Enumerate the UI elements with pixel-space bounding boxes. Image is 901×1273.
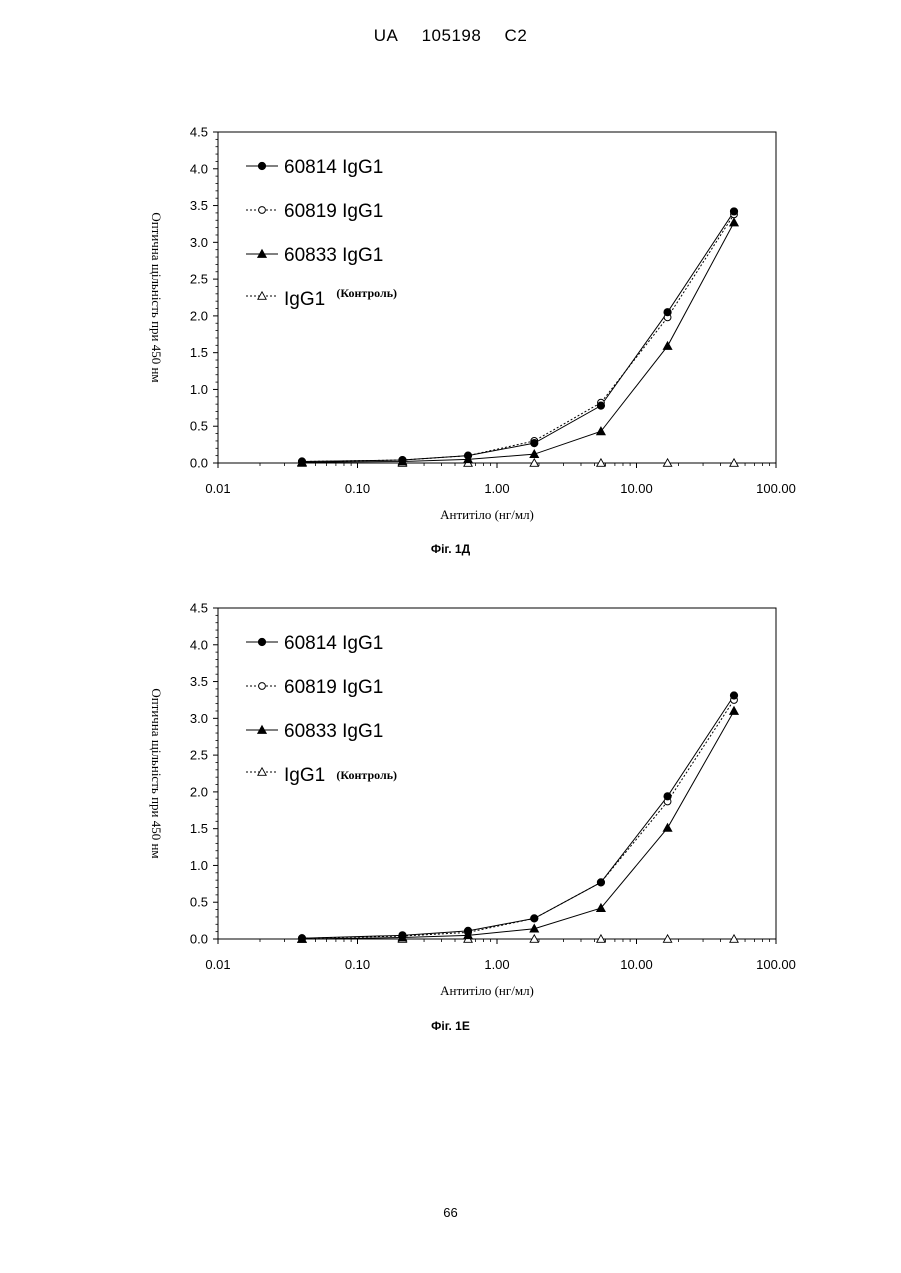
x-axis-title: Антитіло (нг/мл) [440, 507, 534, 522]
y-tick-label: 0.5 [190, 895, 208, 910]
data-point [730, 208, 737, 215]
data-point [597, 879, 604, 886]
data-point [664, 793, 671, 800]
y-tick-label: 0.0 [190, 932, 208, 947]
patent-number: 105198 [422, 26, 482, 46]
data-point [730, 218, 738, 226]
data-point [597, 402, 604, 409]
x-tick-label: 100.00 [756, 481, 796, 496]
legend-label: 60814 IgG1 [284, 157, 383, 178]
legend-label: 60819 IgG1 [284, 677, 383, 698]
x-tick-label: 0.01 [205, 481, 230, 496]
y-tick-label: 1.5 [190, 821, 208, 836]
page-number: 66 [0, 1205, 901, 1220]
series-line-60833-igg1 [302, 711, 734, 939]
y-tick-label: 2.5 [190, 748, 208, 763]
legend-label: 60833 IgG1 [284, 245, 383, 266]
patent-country: UA [374, 26, 399, 46]
legend-label: IgG1 [284, 289, 325, 310]
y-tick-label: 1.5 [190, 345, 208, 360]
y-tick-label: 3.5 [190, 674, 208, 689]
x-tick-label: 0.01 [205, 957, 230, 972]
x-tick-label: 0.10 [345, 957, 370, 972]
y-tick-label: 1.0 [190, 858, 208, 873]
y-tick-label: 0.0 [190, 456, 208, 471]
data-point [531, 440, 538, 447]
x-tick-label: 10.00 [620, 481, 653, 496]
x-tick-label: 0.10 [345, 481, 370, 496]
y-tick-label: 2.5 [190, 272, 208, 287]
legend-marker [259, 683, 266, 690]
data-point [530, 450, 538, 458]
y-tick-label: 4.0 [190, 637, 208, 652]
patent-header: UA 105198 C2 [0, 26, 901, 46]
y-tick-label: 3.0 [190, 711, 208, 726]
data-point [663, 342, 671, 350]
legend-note: (Контроль) [336, 286, 397, 300]
legend-label: 60833 IgG1 [284, 721, 383, 742]
legend-label: 60814 IgG1 [284, 633, 383, 654]
y-axis-title: Оптична щільність при 450 нм [149, 212, 164, 382]
y-axis-title: Оптична щільність при 450 нм [149, 688, 164, 858]
x-tick-label: 1.00 [484, 481, 509, 496]
data-point [730, 692, 737, 699]
y-tick-label: 4.5 [190, 601, 208, 616]
patent-kind: C2 [505, 26, 528, 46]
data-point [730, 707, 738, 715]
legend-marker [259, 207, 266, 214]
legend-label: IgG1 [284, 765, 325, 786]
chart-fig-1e: 0.0 0.5 1.0 1.5 2.0 2.5 3.0 3.5 4.0 4.5 0.01 0.10 1.… [0, 586, 901, 1066]
legend-marker [258, 162, 265, 169]
x-axis-title: Антитіло (нг/мл) [440, 983, 534, 998]
y-tick-label: 4.0 [190, 161, 208, 176]
legend-marker [258, 638, 265, 645]
y-tick-label: 2.0 [190, 308, 208, 323]
y-tick-label: 3.5 [190, 198, 208, 213]
legend-label: 60819 IgG1 [284, 201, 383, 222]
data-point [663, 824, 671, 832]
y-tick-label: 3.0 [190, 235, 208, 250]
data-point [664, 309, 671, 316]
figure-caption-1e: Фіг. 1Е [0, 1019, 901, 1033]
data-point [531, 915, 538, 922]
y-tick-label: 1.0 [190, 382, 208, 397]
figure-caption-1d: Фіг. 1Д [0, 542, 901, 556]
legend-note: (Контроль) [336, 768, 397, 782]
x-tick-label: 100.00 [756, 957, 796, 972]
x-tick-label: 1.00 [484, 957, 509, 972]
y-tick-label: 0.5 [190, 419, 208, 434]
y-tick-label: 2.0 [190, 784, 208, 799]
x-tick-label: 10.00 [620, 957, 653, 972]
y-tick-label: 4.5 [190, 125, 208, 140]
chart-fig-1d: 0.0 0.5 1.0 1.5 2.0 2.5 3.0 3.5 4.0 4.5 0.01 0.10 1.… [0, 110, 901, 590]
